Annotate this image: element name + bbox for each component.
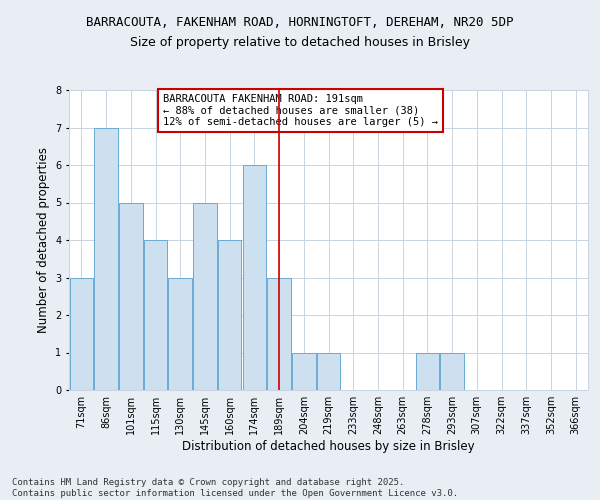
Bar (144, 240, 167, 390)
Text: Size of property relative to detached houses in Brisley: Size of property relative to detached ho… (130, 36, 470, 49)
Bar (268, 278, 291, 390)
Bar (70, 278, 93, 390)
X-axis label: Distribution of detached houses by size in Brisley: Distribution of detached houses by size … (182, 440, 475, 453)
Text: BARRACOUTA, FAKENHAM ROAD, HORNINGTOFT, DEREHAM, NR20 5DP: BARRACOUTA, FAKENHAM ROAD, HORNINGTOFT, … (86, 16, 514, 29)
Text: Contains HM Land Registry data © Crown copyright and database right 2025.
Contai: Contains HM Land Registry data © Crown c… (12, 478, 458, 498)
Bar (218, 240, 241, 390)
Bar (119, 202, 143, 390)
Bar (94, 128, 118, 390)
Y-axis label: Number of detached properties: Number of detached properties (37, 147, 50, 333)
Text: BARRACOUTA FAKENHAM ROAD: 191sqm
← 88% of detached houses are smaller (38)
12% o: BARRACOUTA FAKENHAM ROAD: 191sqm ← 88% o… (163, 94, 438, 127)
Bar (292, 352, 316, 390)
Bar (242, 165, 266, 390)
Bar (416, 352, 439, 390)
Bar (169, 278, 192, 390)
Bar (317, 352, 340, 390)
Bar (440, 352, 464, 390)
Bar (193, 202, 217, 390)
